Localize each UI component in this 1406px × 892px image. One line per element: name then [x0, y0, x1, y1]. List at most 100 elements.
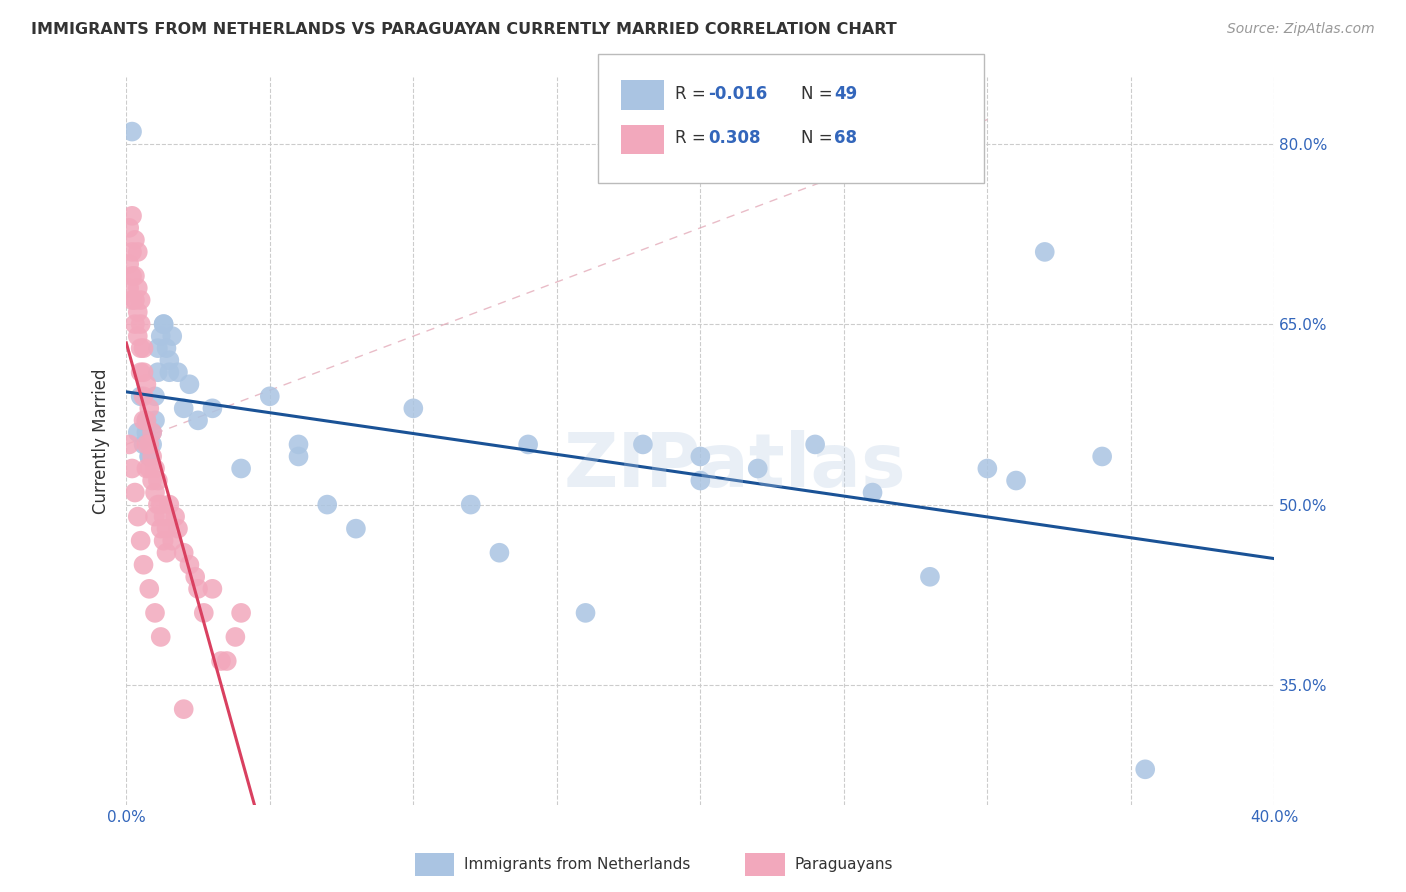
Point: [132, 413, 155, 427]
Point: [157, 365, 180, 379]
Text: Immigrants from Netherlands: Immigrants from Netherlands: [464, 857, 690, 871]
Point: [689, 474, 711, 488]
Point: [135, 413, 157, 427]
Point: [143, 509, 166, 524]
Point: [173, 546, 195, 560]
Text: N =: N =: [801, 85, 838, 103]
Point: [149, 630, 172, 644]
Point: [138, 450, 160, 464]
Point: [344, 522, 367, 536]
Point: [127, 281, 149, 295]
Point: [918, 570, 941, 584]
Point: [1005, 474, 1028, 488]
Point: [141, 437, 163, 451]
Point: [121, 268, 143, 283]
Point: [135, 461, 157, 475]
Point: [141, 450, 163, 464]
Text: ZIPatlas: ZIPatlas: [564, 431, 905, 503]
Point: [155, 341, 177, 355]
Point: [132, 558, 155, 572]
Point: [121, 293, 143, 307]
Point: [160, 533, 183, 548]
Point: [747, 461, 769, 475]
Point: [155, 522, 177, 536]
Point: [173, 401, 195, 416]
Point: [488, 546, 510, 560]
Point: [118, 220, 141, 235]
Point: [127, 509, 149, 524]
Point: [184, 570, 207, 584]
Text: 49: 49: [834, 85, 858, 103]
Point: [138, 437, 160, 451]
Point: [143, 461, 166, 475]
Point: [121, 209, 143, 223]
Point: [157, 353, 180, 368]
Point: [124, 317, 146, 331]
Point: [129, 365, 152, 379]
Point: [118, 281, 141, 295]
Point: [229, 461, 252, 475]
Point: [224, 630, 246, 644]
Point: [976, 461, 998, 475]
Point: [124, 268, 146, 283]
Point: [402, 401, 425, 416]
Point: [460, 498, 482, 512]
Point: [201, 582, 224, 596]
Point: [129, 317, 152, 331]
Point: [129, 341, 152, 355]
Point: [127, 305, 149, 319]
Point: [138, 582, 160, 596]
Point: [143, 485, 166, 500]
Point: [138, 401, 160, 416]
Point: [152, 317, 174, 331]
Point: [135, 377, 157, 392]
Point: [259, 389, 281, 403]
Point: [179, 377, 201, 392]
Text: N =: N =: [801, 129, 838, 147]
Point: [287, 450, 309, 464]
Point: [229, 606, 252, 620]
Point: [1135, 762, 1157, 776]
Point: [631, 437, 654, 451]
Text: IMMIGRANTS FROM NETHERLANDS VS PARAGUAYAN CURRENTLY MARRIED CORRELATION CHART: IMMIGRANTS FROM NETHERLANDS VS PARAGUAYA…: [31, 22, 897, 37]
Point: [187, 582, 209, 596]
Point: [157, 498, 180, 512]
Point: [138, 461, 160, 475]
Point: [517, 437, 540, 451]
Point: [173, 702, 195, 716]
Point: [165, 509, 187, 524]
Point: [124, 485, 146, 500]
Point: [129, 293, 152, 307]
Point: [121, 461, 143, 475]
Point: [1033, 244, 1056, 259]
Text: R =: R =: [675, 85, 711, 103]
Point: [155, 546, 177, 560]
Point: [316, 498, 339, 512]
Point: [689, 450, 711, 464]
Point: [141, 474, 163, 488]
Point: [574, 606, 596, 620]
Point: [127, 329, 149, 343]
Text: 68: 68: [834, 129, 856, 147]
Text: Paraguayans: Paraguayans: [794, 857, 893, 871]
Point: [152, 317, 174, 331]
Point: [179, 558, 201, 572]
Point: [167, 522, 190, 536]
Point: [209, 654, 232, 668]
Point: [135, 425, 157, 440]
Point: [149, 329, 172, 343]
Point: [143, 389, 166, 403]
Point: [146, 474, 169, 488]
Point: [118, 437, 141, 451]
Point: [127, 244, 149, 259]
Point: [141, 425, 163, 440]
Point: [121, 244, 143, 259]
Point: [149, 498, 172, 512]
Point: [143, 413, 166, 427]
Text: 0.308: 0.308: [709, 129, 761, 147]
Point: [132, 341, 155, 355]
Point: [124, 233, 146, 247]
Point: [143, 606, 166, 620]
Point: [1091, 450, 1114, 464]
Text: R =: R =: [675, 129, 716, 147]
